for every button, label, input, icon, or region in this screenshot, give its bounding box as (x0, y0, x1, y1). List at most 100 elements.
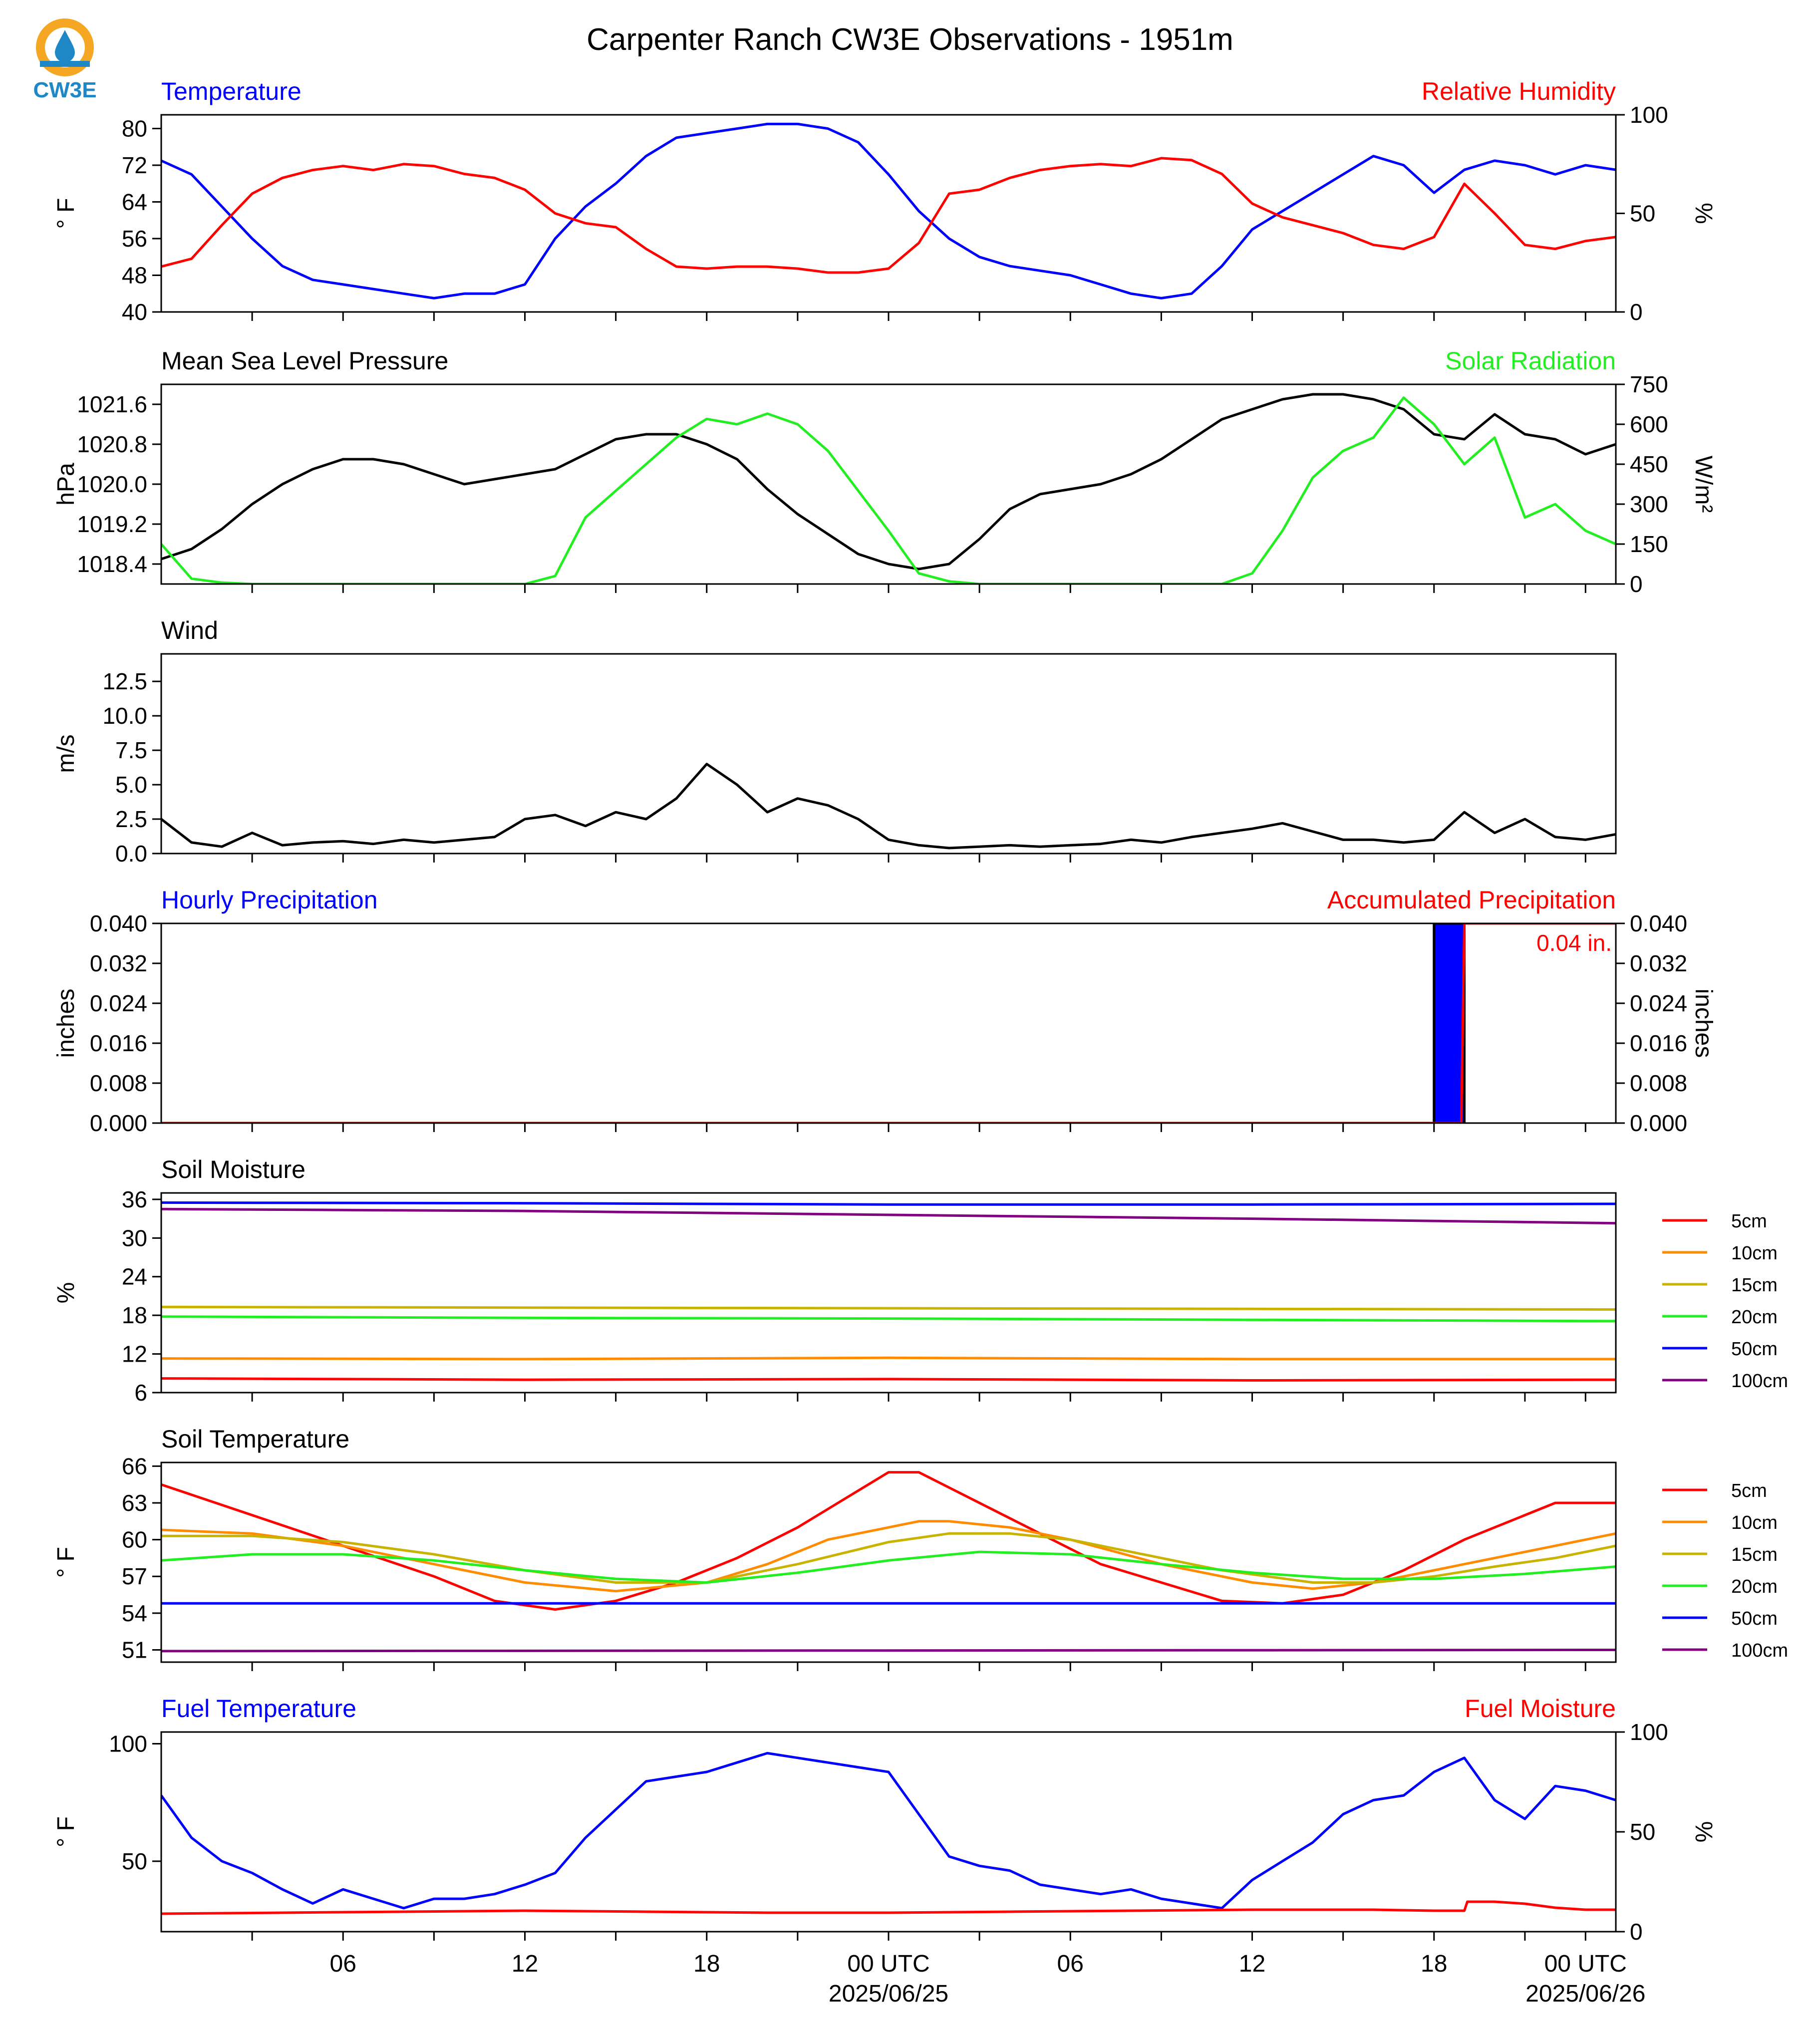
legend-label: 15cm (1731, 1544, 1778, 1565)
y-tick-label-left: 6 (134, 1380, 147, 1406)
plot-area (161, 1751, 1616, 1915)
series-line-20cm (161, 1315, 1616, 1323)
plot-frame (160, 114, 1617, 313)
y-tick-label-left: 2.5 (115, 806, 147, 832)
y-axis-label-left: ° F (53, 198, 79, 229)
y-tick-label-left: 5.0 (115, 772, 147, 798)
series-line-100cm (161, 1207, 1616, 1225)
y-tick-label-right: 0.032 (1630, 950, 1687, 976)
panel-title-right: Accumulated Precipitation (1327, 886, 1616, 914)
y-tick-label-left: 57 (122, 1563, 147, 1589)
panel-title-left: Mean Sea Level Pressure (161, 347, 448, 375)
plot-area (161, 763, 1616, 850)
legend-label: 15cm (1731, 1275, 1778, 1296)
y-tick-label-right: 0 (1630, 299, 1643, 325)
y-axis-label-right: inches (1690, 989, 1717, 1058)
y-tick-label-left: 0.016 (90, 1030, 147, 1056)
y-tick-label-left: 12.5 (102, 668, 147, 694)
plot-frame (160, 1731, 1617, 1933)
y-axis-label-left: m/s (53, 734, 79, 773)
y-tick-label-left: 24 (122, 1264, 147, 1290)
y-tick-label-left: 51 (122, 1637, 147, 1663)
y-tick-label-left: 0.0 (115, 841, 147, 867)
y-tick-label-left: 0.032 (90, 950, 147, 976)
y-axis-label-left: ° F (53, 1547, 79, 1578)
y-tick-label-left: 1018.4 (77, 551, 147, 577)
series-line-10cm (161, 1356, 1616, 1361)
legend-label: 5cm (1731, 1480, 1767, 1501)
legend-label: 20cm (1731, 1576, 1778, 1597)
series-line-fuel-temperature (161, 1751, 1616, 1910)
series-line-accumulated-precipitation (161, 923, 1616, 1123)
x-tick-label: 06 (330, 1951, 356, 1977)
x-tick-label: 12 (512, 1951, 538, 1977)
y-tick-label-left: 40 (122, 299, 147, 325)
plot-frame (160, 383, 1617, 585)
logo-text: CW3E (33, 78, 96, 102)
plot-area (161, 393, 1616, 584)
y-tick-label-left: 1020.0 (77, 471, 147, 497)
series-line-wind (161, 763, 1616, 850)
y-tick-label-left: 18 (122, 1302, 147, 1328)
series-line-mean-sea-level-pressure (161, 393, 1616, 571)
x-tick-label: 00 UTC (847, 1951, 929, 1977)
x-date-label: 2025/06/25 (829, 1981, 948, 2007)
x-tick-label: 18 (693, 1951, 720, 1977)
precip-bar (1433, 923, 1466, 1123)
series-line-100cm (161, 1649, 1616, 1653)
panel-soil_temp: Soil Temperature ° F 51 54 57 60 63 66 5cm 10cm 15… (53, 1425, 1788, 1671)
y-tick-label-left: 1021.6 (77, 391, 147, 417)
y-tick-label-left: 12 (122, 1341, 147, 1367)
legend-label: 50cm (1731, 1608, 1778, 1629)
y-axis-label-left: % (53, 1282, 79, 1304)
x-tick-label: 00 UTC (1544, 1951, 1627, 1977)
x-tick-label: 18 (1421, 1951, 1447, 1977)
y-tick-label-left: 36 (122, 1186, 147, 1212)
series-line-fuel-moisture (161, 1900, 1616, 1915)
x-tick-label: 12 (1239, 1951, 1265, 1977)
y-tick-label-left: 10.0 (102, 703, 147, 729)
y-tick-label-right: 100 (1630, 102, 1668, 128)
series-line-relative-humidity (161, 157, 1616, 274)
y-tick-label-right: 100 (1630, 1719, 1668, 1745)
y-tick-label-right: 50 (1630, 201, 1655, 227)
y-tick-label-left: 56 (122, 226, 147, 252)
y-axis-label-left: inches (53, 989, 79, 1058)
y-tick-label-left: 72 (122, 152, 147, 178)
plot-area (161, 923, 1616, 1123)
y-axis-label-left: hPa (53, 463, 79, 506)
panel-fuel: Fuel Temperature Fuel Moisture ° F % 50 100 0 5… (53, 1695, 1717, 1945)
y-tick-label-right: 50 (1630, 1819, 1655, 1845)
y-tick-label-left: 80 (122, 116, 147, 142)
panel-title-left: Soil Temperature (161, 1425, 349, 1453)
legend-label: 5cm (1731, 1211, 1767, 1232)
y-tick-label-left: 50 (122, 1848, 147, 1874)
page-title: Carpenter Ranch CW3E Observations - 1951… (587, 22, 1233, 57)
panel-wind: Wind m/s 0.0 2.5 5.0 7.5 10.0 12.5 (53, 616, 1617, 867)
series-line-solar-radiation (161, 396, 1616, 584)
y-tick-label-left: 60 (122, 1527, 147, 1553)
y-tick-label-left: 48 (122, 263, 147, 289)
accumulated-annotation: 0.04 in. (1536, 930, 1612, 956)
series-line-temperature (161, 122, 1616, 299)
y-tick-label-left: 100 (109, 1731, 147, 1757)
logo-drop-icon (55, 30, 75, 62)
legend-label: 10cm (1731, 1243, 1778, 1264)
y-tick-label-right: 600 (1630, 411, 1668, 437)
y-tick-label-right: 150 (1630, 531, 1668, 557)
cw3e-logo: CW3E (33, 18, 97, 102)
logo-wave-icon (40, 61, 90, 67)
series-line-10cm (161, 1520, 1616, 1593)
panel-pressure_solar: Mean Sea Level Pressure Solar Radiation hP… (53, 347, 1717, 597)
y-axis-label-left: ° F (53, 1816, 79, 1847)
panel-soil_moisture: Soil Moisture% 6 12 18 24 30 36 5cm 10cm 15cm 20cm… (53, 1156, 1788, 1406)
panel-precip: Hourly Precipitation Accumulated Precipit… (53, 886, 1717, 1136)
series-line-5cm (161, 1377, 1616, 1382)
panel-title-right: Relative Humidity (1422, 77, 1616, 105)
panel-title-right: Solar Radiation (1445, 347, 1616, 375)
y-tick-label-left: 64 (122, 189, 147, 215)
y-tick-label-right: 0.024 (1630, 990, 1687, 1016)
y-axis-label-right: % (1690, 1821, 1717, 1843)
y-tick-label-right: 0.040 (1630, 910, 1687, 936)
